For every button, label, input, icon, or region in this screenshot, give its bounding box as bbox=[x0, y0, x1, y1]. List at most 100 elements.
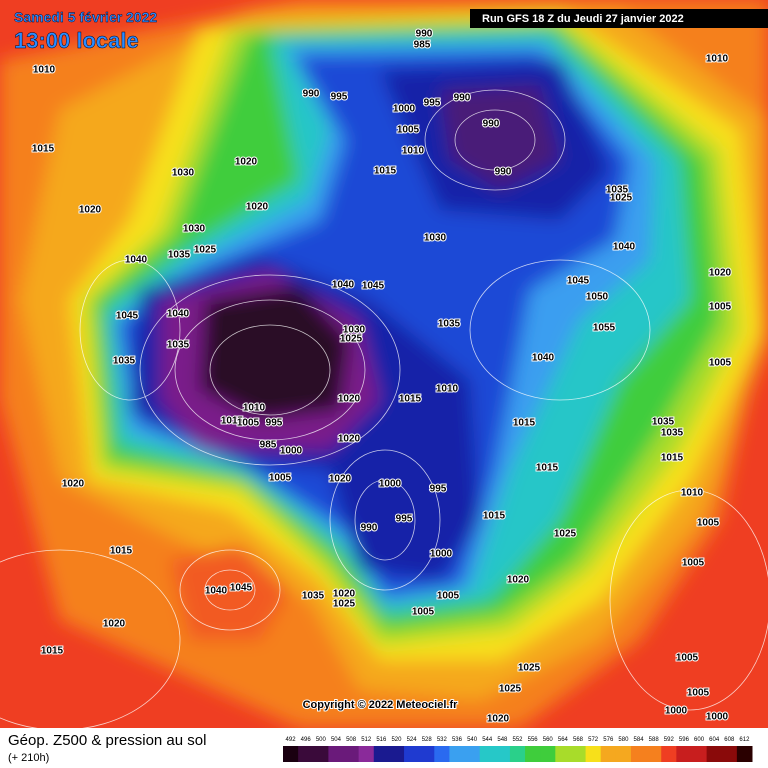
isobar-label: 985 bbox=[260, 440, 277, 451]
colorbar-label: 596 bbox=[679, 737, 690, 743]
isobar-label: 990 bbox=[303, 89, 320, 100]
isobar-label: 1000 bbox=[280, 446, 303, 457]
field-contour bbox=[200, 285, 350, 420]
colorbar-label: 552 bbox=[512, 737, 523, 743]
colorbar-label: 516 bbox=[376, 737, 387, 743]
isobar-line bbox=[469, 259, 651, 401]
local-time: 13:00 locale bbox=[14, 28, 139, 53]
isobar-label: 1015 bbox=[483, 511, 506, 522]
isobar-label: 1020 bbox=[79, 205, 102, 216]
isobar-line bbox=[354, 479, 416, 561]
isobar-label: 1005 bbox=[237, 418, 260, 429]
colorbar-label: 612 bbox=[739, 737, 750, 743]
isobar-label: 1005 bbox=[676, 653, 699, 664]
colorbar-label: 512 bbox=[361, 737, 372, 743]
isobar-label: 1000 bbox=[379, 479, 402, 490]
isobar-line bbox=[79, 259, 181, 401]
isobar-label: 990 bbox=[416, 29, 433, 40]
isobar-label: 1035 bbox=[661, 428, 684, 439]
isobar-label: 1010 bbox=[706, 54, 729, 65]
colorbar-swatch bbox=[540, 746, 556, 762]
isobar-label: 1005 bbox=[437, 591, 460, 602]
isobar-line bbox=[204, 569, 256, 611]
isobar-label: 1015 bbox=[41, 646, 64, 657]
isobar-label: 1015 bbox=[399, 394, 422, 405]
isobar-label: 1005 bbox=[682, 558, 705, 569]
isobar-label: 995 bbox=[424, 98, 441, 109]
isobar-label: 1020 bbox=[329, 474, 352, 485]
isobar-label: 1015 bbox=[513, 418, 536, 429]
colorbar-swatch bbox=[449, 746, 466, 762]
isobar-label: 1000 bbox=[665, 706, 688, 717]
colorbar-swatch bbox=[646, 746, 662, 762]
isobar-line bbox=[454, 109, 536, 171]
isobar-label: 1045 bbox=[230, 583, 253, 594]
colorbar-label: 608 bbox=[724, 737, 735, 743]
colorbar-swatch bbox=[691, 746, 708, 762]
colorbar-swatch bbox=[736, 746, 753, 762]
colorbar-swatch bbox=[600, 746, 617, 762]
isobar-label: 1010 bbox=[402, 146, 425, 157]
isobar-label: 1000 bbox=[430, 549, 453, 560]
isobar-label: 1040 bbox=[613, 242, 636, 253]
isobar-label: 1020 bbox=[487, 714, 510, 725]
colorbar-label: 500 bbox=[316, 737, 327, 743]
isobar-label: 1010 bbox=[33, 65, 56, 76]
run-info: Run GFS 18 Z du Jeudi 27 janvier 2022 bbox=[482, 13, 684, 25]
isobar-label: 1040 bbox=[532, 353, 555, 364]
isobar-label: 1005 bbox=[709, 358, 732, 369]
isobar-line bbox=[139, 274, 401, 466]
isobar-label: 1030 bbox=[183, 224, 206, 235]
isobar-label: 1035 bbox=[606, 185, 629, 196]
isobar-label: 1025 bbox=[518, 663, 541, 674]
colorbar-label: 536 bbox=[452, 737, 463, 743]
isobar-label: 1040 bbox=[167, 309, 190, 320]
isobar-label: 1025 bbox=[610, 193, 633, 204]
colorbar-swatch bbox=[661, 746, 677, 762]
isobar-label: 1020 bbox=[338, 394, 361, 405]
colorbar-label: 544 bbox=[482, 737, 493, 743]
colorbar-swatch bbox=[479, 746, 496, 762]
isobar-label: 1035 bbox=[438, 319, 461, 330]
isobar-label: 1040 bbox=[125, 255, 148, 266]
isobar-label: 1020 bbox=[338, 434, 361, 445]
geopotential-field bbox=[0, 0, 768, 728]
isobar-label: 1000 bbox=[706, 712, 729, 723]
colorbar-swatch bbox=[615, 746, 632, 762]
isobar-label: 990 bbox=[361, 523, 378, 534]
isobar-label: 1025 bbox=[554, 529, 577, 540]
isobar-label: 1020 bbox=[333, 589, 356, 600]
isobars bbox=[0, 89, 768, 731]
isobar-label: 985 bbox=[414, 40, 431, 51]
isobar-label: 1010 bbox=[436, 384, 459, 395]
isobar-label: 1005 bbox=[412, 607, 435, 618]
isobar-line bbox=[424, 89, 566, 191]
colorbar-label: 576 bbox=[603, 737, 614, 743]
colorbar-label: 532 bbox=[437, 737, 448, 743]
colorbar-label: 580 bbox=[618, 737, 629, 743]
isobar-label: 1015 bbox=[661, 453, 684, 464]
isobar-label: 995 bbox=[396, 514, 413, 525]
colorbar-label: 564 bbox=[558, 737, 569, 743]
isobar-label: 1025 bbox=[499, 684, 522, 695]
isobar-label: 1030 bbox=[424, 233, 447, 244]
colorbar-label: 568 bbox=[573, 737, 584, 743]
colorbar-swatch bbox=[343, 746, 360, 762]
footer-subtitle: (+ 210h) bbox=[8, 752, 49, 764]
isobar-label: 1005 bbox=[709, 302, 732, 313]
colorbar-label: 548 bbox=[497, 737, 508, 743]
colorbar-swatch bbox=[283, 746, 299, 762]
isobar-label: 1035 bbox=[167, 340, 190, 351]
colorbar-label: 560 bbox=[543, 737, 554, 743]
colorbar-label: 584 bbox=[634, 737, 645, 743]
colorbar-label: 492 bbox=[286, 737, 297, 743]
isobar-label: 1020 bbox=[235, 157, 258, 168]
colorbar-label: 528 bbox=[422, 737, 433, 743]
isobar-label: 990 bbox=[454, 93, 471, 104]
isobar-line bbox=[329, 449, 441, 591]
colorbar-swatch bbox=[419, 746, 435, 762]
colorbar-swatch bbox=[706, 746, 723, 762]
isobar-label: 1015 bbox=[374, 166, 397, 177]
